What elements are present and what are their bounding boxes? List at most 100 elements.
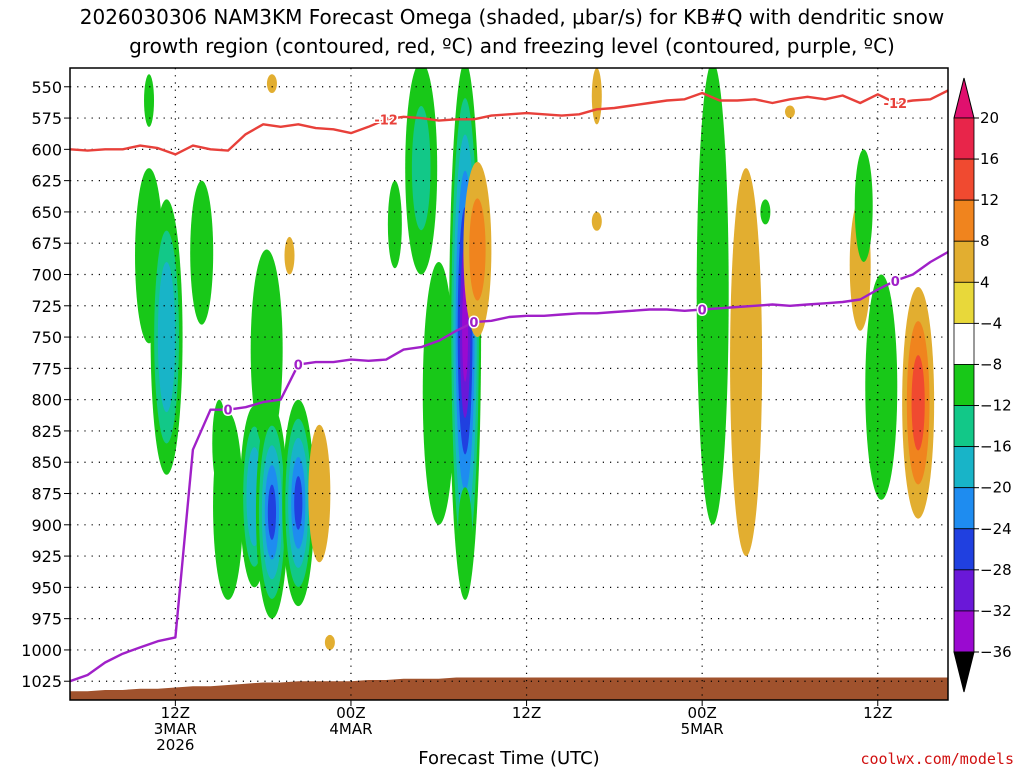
colorbar-label-12: −32 — [980, 602, 1012, 620]
y-tick-label-700: 700 — [31, 265, 62, 284]
y-tick-label-625: 625 — [31, 172, 62, 191]
omega-cell-29-band-2 — [911, 355, 925, 451]
colorbar-bin-2 — [953, 199, 975, 242]
terrain-surface — [70, 677, 948, 700]
x-tick-label-32-0: 12Z — [512, 704, 541, 722]
omega-cell-10-band-0 — [266, 74, 277, 94]
dgz-contour-line-label: -12 — [374, 113, 398, 128]
colorbar-label-10: −24 — [980, 520, 1012, 538]
omega-cell-23-band-0 — [730, 168, 763, 557]
omega-shading — [135, 68, 935, 650]
omega-cell-28-band-1 — [871, 321, 891, 453]
x-tick-label-42-0: 00Z — [687, 704, 716, 722]
x-tick-label-22-0: 00Z — [336, 704, 365, 722]
colorbar-label-7: −12 — [980, 397, 1012, 415]
x-axis-label: Forecast Time (UTC) — [418, 748, 599, 768]
omega-cell-14-band-1 — [390, 198, 399, 251]
y-tick-label-725: 725 — [31, 297, 62, 316]
dgz-contour-line — [70, 89, 948, 156]
y-tick-label-1025: 1025 — [21, 672, 62, 691]
colorbar-bin-4 — [953, 281, 975, 324]
omega-cell-9-band-4 — [294, 476, 303, 530]
omega-cell-12-band-0 — [308, 424, 331, 563]
y-tick-label-675: 675 — [31, 234, 62, 253]
freezing-level-line — [70, 250, 948, 683]
chart-title-line1: 2026030306 NAM3KM Forecast Omega (shaded… — [80, 5, 945, 29]
colorbar-bin-6 — [953, 364, 975, 406]
colorbar-bin-10 — [953, 528, 975, 571]
colorbar-label-13: −36 — [980, 643, 1012, 661]
dgz-contour-line-label: -12 — [884, 97, 908, 112]
y-tick-label-600: 600 — [31, 140, 62, 159]
omega-cell-15-band-1 — [411, 106, 431, 231]
omega-cell-7-band-1 — [257, 291, 276, 408]
colorbar-bin-3 — [953, 240, 975, 283]
y-tick-label-900: 900 — [31, 516, 62, 535]
colorbar-label-4: 4 — [980, 273, 990, 291]
omega-cell-22-band-1 — [703, 158, 722, 429]
x-tick-label-12-2: 2026 — [156, 736, 194, 754]
colorbar-label-0: 20 — [980, 109, 999, 127]
colorbar-label-1: 16 — [980, 150, 999, 168]
y-tick-label-825: 825 — [31, 422, 62, 441]
y-tick-label-750: 750 — [31, 328, 62, 347]
omega-cell-18-band-1 — [469, 198, 486, 301]
colorbar-label-5: −4 — [980, 314, 1002, 332]
y-axis-pressure-ticks: 550 575 600 625 650 675 700 725 750 775 800 825 850 8… — [21, 78, 70, 691]
colorbar-label-8: −16 — [980, 438, 1012, 456]
omega-cell-16-band-1 — [429, 316, 449, 471]
omega-cell-13-band-0 — [324, 634, 335, 650]
colorbar-bin-9 — [953, 487, 975, 530]
freezing-level-line-label: 0 — [294, 359, 303, 374]
y-tick-label-550: 550 — [31, 78, 62, 97]
colorbar-label-9: −20 — [980, 479, 1012, 497]
colorbar-bin-1 — [953, 158, 975, 201]
x-tick-label-52-0: 12Z — [863, 704, 892, 722]
freezing-level-line-label: 0 — [891, 275, 900, 290]
omega-cell-19-band-1 — [461, 505, 470, 557]
x-tick-label-12-1: 3MAR — [154, 720, 197, 738]
colorbar-label-6: −8 — [980, 355, 1002, 373]
freezing-level-line-label: 0 — [698, 304, 707, 319]
dotted-grid — [70, 68, 948, 700]
colorbar-label-3: 8 — [980, 232, 990, 250]
x-tick-label-22-1: 4MAR — [329, 720, 372, 738]
y-tick-label-975: 975 — [31, 610, 62, 629]
y-tick-label-650: 650 — [31, 203, 62, 222]
colorbar-top-cap — [953, 77, 975, 119]
colorbar-bin-12 — [953, 610, 975, 653]
omega-colorbar: 20 16 12 8 4 −4 −8 −12 −16 −20 −24 −28 −32 −36 — [953, 77, 1012, 693]
omega-cell-5-band-1 — [219, 451, 237, 561]
omega-cell-25-band-0 — [784, 105, 795, 119]
omega-cell-20-band-0 — [591, 68, 602, 125]
site-credit: coolwx.com/models — [860, 750, 1014, 768]
y-tick-label-875: 875 — [31, 485, 62, 504]
colorbar-bin-11 — [953, 569, 975, 612]
colorbar-label-11: −28 — [980, 561, 1012, 579]
y-tick-label-575: 575 — [31, 109, 62, 128]
y-tick-label-950: 950 — [31, 578, 62, 597]
omega-cell-3-band-1 — [195, 210, 209, 295]
terrain-fill — [70, 677, 948, 700]
colorbar-bottom-cap — [953, 651, 975, 693]
omega-cell-21-band-0 — [591, 211, 602, 231]
y-tick-label-775: 775 — [31, 359, 62, 378]
colorbar-label-2: 12 — [980, 191, 999, 209]
colorbar-bin-5 — [953, 322, 975, 365]
y-tick-label-1000: 1000 — [21, 641, 62, 660]
omega-cell-24-band-1 — [762, 204, 769, 220]
omega-cell-27-band-1 — [858, 172, 870, 239]
colorbar-bin-0 — [953, 117, 975, 160]
colorbar-bin-7 — [953, 405, 975, 448]
y-tick-label-800: 800 — [31, 391, 62, 410]
x-tick-label-12-0: 12Z — [161, 704, 190, 722]
chart-title-line2: growth region (contoured, red, ºC) and f… — [129, 34, 895, 58]
omega-cell-0-band-1 — [146, 85, 152, 116]
contour-lines: -12 -12 0 0 0 0 0 — [70, 89, 948, 683]
omega-cell-11-band-0 — [284, 236, 295, 275]
y-tick-label-850: 850 — [31, 453, 62, 472]
omega-cell-2-band-3 — [161, 293, 172, 381]
y-tick-label-925: 925 — [31, 547, 62, 566]
